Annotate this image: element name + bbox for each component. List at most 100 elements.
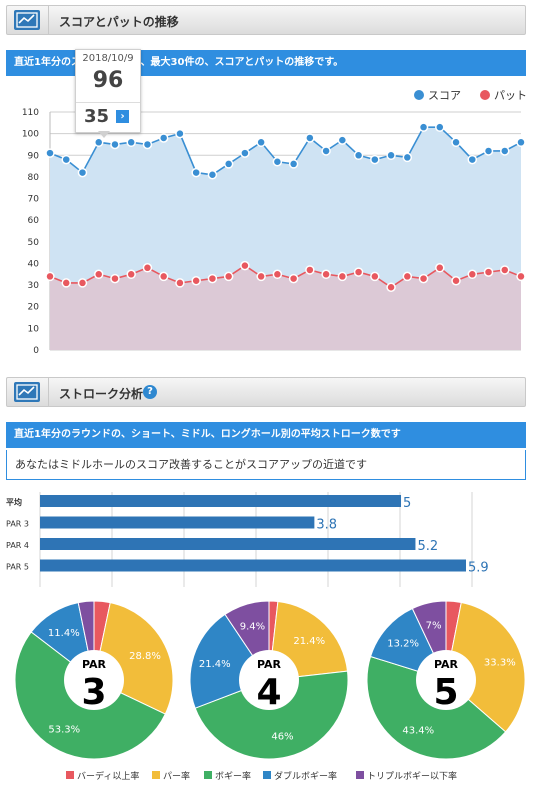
score-point (191, 167, 201, 178)
legend-swatch (356, 771, 364, 779)
legend-swatch (263, 771, 271, 779)
tooltip-putt: 35 (84, 106, 110, 127)
pie-slice-label: 21.4% (199, 659, 231, 670)
putt-point (142, 263, 153, 273)
tooltip-score: 96 (92, 68, 124, 93)
bar (40, 495, 402, 507)
pie-center-label: PAR (82, 658, 107, 671)
bar-category-label: PAR 4 (6, 541, 29, 550)
pie-slice-label: 21.4% (293, 636, 325, 647)
section-header-score-trend: スコアとパットの推移 (6, 5, 526, 35)
putt-point (93, 269, 104, 280)
putt-point (402, 271, 413, 282)
chart-tooltip: 2018/10/9 96 35 › (75, 49, 141, 138)
y-tick-label: 20 (28, 303, 40, 313)
putt-point (321, 269, 331, 280)
help-icon[interactable]: ? (143, 385, 157, 399)
y-tick-label: 30 (28, 281, 40, 291)
score-point (77, 167, 88, 178)
score-putt-line-chart: 0 10 20 30 40 50 60 70 80 90 100 110 スコア パット (22, 89, 527, 356)
putt-point (158, 271, 169, 282)
score-point (500, 146, 510, 156)
stroke-analysis-banner: 直近1年分のラウンドの、ショート、ミドル、ロングホール別の平均ストローク数です (6, 422, 526, 448)
legend-marker (480, 90, 490, 100)
pie-slice-label: 13.2% (387, 639, 419, 650)
y-tick-label: 10 (28, 324, 40, 334)
score-point (126, 137, 136, 148)
putt-point (256, 271, 266, 282)
pie-slice-label: 43.4% (402, 726, 434, 737)
pie-center (416, 650, 476, 710)
putt-point (126, 269, 136, 280)
y-tick-label: 60 (28, 216, 40, 226)
pie-slice-label: 46% (271, 731, 293, 742)
pie-center-label: PAR (434, 658, 459, 671)
y-tick-label: 70 (28, 195, 40, 205)
score-point (110, 139, 120, 150)
score-point (386, 150, 396, 161)
header-divider (48, 378, 49, 406)
putt-point (370, 271, 380, 282)
pie-slice-label: 28.8% (129, 651, 161, 662)
putt-point (77, 278, 88, 288)
putt-point (467, 269, 478, 280)
pie-slice (445, 601, 526, 733)
bar-category-label: PAR 5 (6, 563, 29, 572)
pie-slice-label: 11.4% (48, 628, 80, 639)
chevron-right-icon[interactable]: › (116, 110, 129, 123)
bar-value-label: 3.8 (316, 518, 337, 533)
putt-point (61, 278, 71, 288)
putt-area (50, 265, 521, 350)
legend-label: ダブルボギー率 (274, 770, 337, 782)
pie-center-value: 4 (256, 672, 281, 713)
hole-result-pie-charts: 28.8%53.3%11.4%PAR321.4%46%21.4%9.4%PAR4… (14, 600, 526, 760)
score-point (435, 122, 445, 132)
bar-value-label: 5.2 (417, 539, 438, 554)
trend-chart-icon (14, 382, 40, 402)
bar-category-label: PAR 3 (6, 520, 29, 529)
putt-point (110, 273, 120, 284)
putt-point (337, 271, 348, 282)
legend-label: スコア (428, 89, 461, 102)
score-point (207, 169, 218, 180)
bar (40, 559, 466, 572)
section-title: スコアとパットの推移 (59, 15, 179, 29)
score-point (321, 146, 331, 156)
legend-swatch (152, 771, 160, 779)
putt-point (240, 260, 250, 271)
pie-slice-label: 53.3% (48, 724, 80, 735)
score-point (142, 139, 153, 150)
score-point (370, 154, 380, 165)
score-point (61, 154, 71, 165)
pie-center (64, 650, 124, 710)
pie-center (239, 650, 299, 710)
bar-value-label: 5 (403, 496, 411, 511)
y-tick-label: 50 (28, 238, 40, 248)
putt-point (418, 273, 429, 284)
putt-point (288, 273, 299, 284)
legend-label: バーディ以上率 (77, 770, 139, 782)
y-tick-label: 100 (22, 130, 39, 140)
score-point (223, 159, 234, 169)
tooltip-divider (76, 102, 140, 103)
y-tick-label: 80 (28, 173, 40, 183)
legend-swatch (66, 771, 74, 779)
y-tick-label: 110 (22, 108, 39, 118)
score-point (516, 137, 526, 148)
average-stroke-bar-chart: 平均 5 PAR 3 3.8 PAR 4 5.2 PAR 5 5.9 (6, 492, 489, 587)
putt-point (272, 269, 283, 280)
bar (40, 538, 416, 550)
score-point (402, 152, 413, 163)
putt-point (451, 276, 461, 286)
advice-message: あなたはミドルホールのスコア改善することがスコアアップの近道です (6, 450, 526, 480)
header-divider (48, 6, 49, 34)
y-tick-label: 90 (28, 151, 40, 161)
score-point (353, 150, 364, 161)
bar-category-label: 平均 (6, 497, 22, 507)
putt-point (175, 278, 185, 288)
bar (40, 516, 315, 529)
legend-label: ボギー率 (215, 770, 251, 782)
